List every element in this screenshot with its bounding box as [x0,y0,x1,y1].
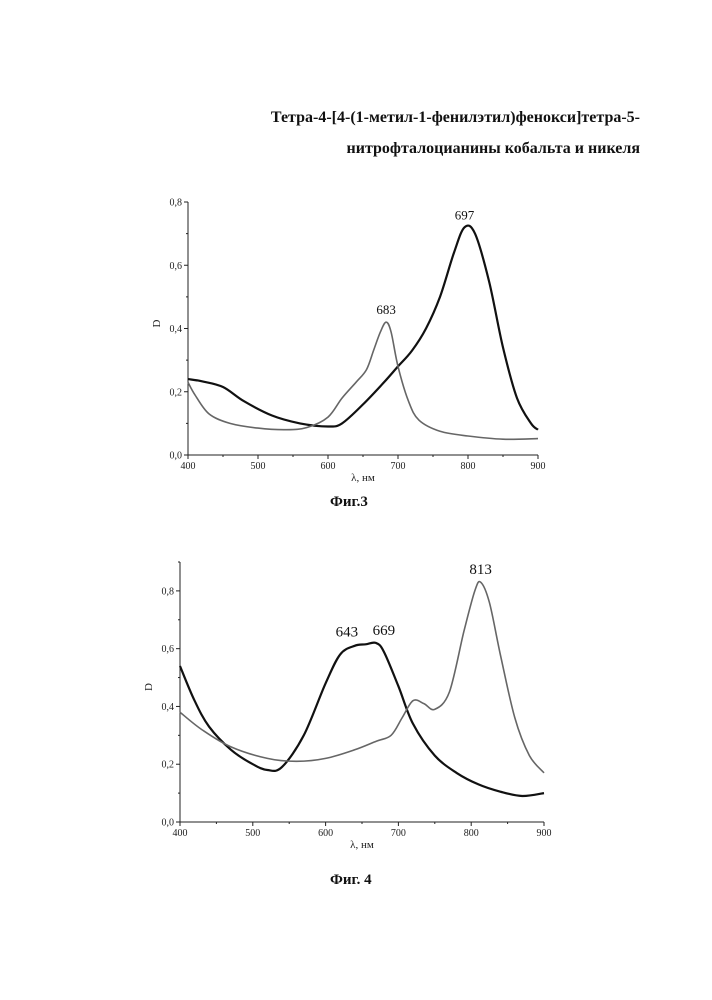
x-tick-label: 700 [391,461,406,472]
x-tick-label: 600 [321,461,336,472]
x-tick-label: 800 [461,461,476,472]
x-tick-label: 900 [537,828,552,839]
y-tick-label: 0,2 [162,760,175,771]
peak-label: 643 [336,624,359,640]
peak-label: 683 [376,302,396,317]
x-tick-label: 400 [173,828,188,839]
x-tick-label: 700 [391,828,406,839]
x-tick-label: 400 [181,461,196,472]
y-tick-label: 0,8 [162,586,175,597]
series-line-2 [179,580,545,774]
caption-fig4: Фиг. 4 [330,872,372,888]
x-tick-label: 900 [531,461,546,472]
x-tick-label: 500 [245,828,260,839]
y-tick-label: 0,6 [170,261,183,272]
series-line-1 [178,641,545,798]
y-tick-label: 0,6 [162,644,175,655]
y-axis-label: D [151,319,163,327]
x-tick-label: 500 [251,461,266,472]
peak-label: 697 [455,207,475,222]
page-title-line-1: Тетра-4-[4-(1-метил-1-фенилэтил)фенокси]… [270,109,640,126]
page-title-line-2: нитрофталоцианины кобальта и никеля [346,140,640,157]
peak-label: 669 [373,623,396,639]
y-axis-label: D [143,683,155,691]
x-axis-label: λ, нм [351,472,375,484]
y-tick-label: 0,4 [170,324,183,335]
y-tick-label: 0,2 [170,387,183,398]
x-tick-label: 600 [318,828,333,839]
y-tick-label: 0,0 [170,451,183,462]
x-tick-label: 800 [464,828,479,839]
y-tick-label: 0,0 [162,818,175,829]
caption-fig3: Фиг.3 [330,494,368,510]
peak-label: 813 [469,562,492,578]
x-axis-label: λ, нм [350,839,374,851]
series-line-1 [187,224,539,431]
y-tick-label: 0,4 [162,702,175,713]
y-tick-label: 0,8 [170,198,183,209]
series-line-2 [187,321,539,441]
